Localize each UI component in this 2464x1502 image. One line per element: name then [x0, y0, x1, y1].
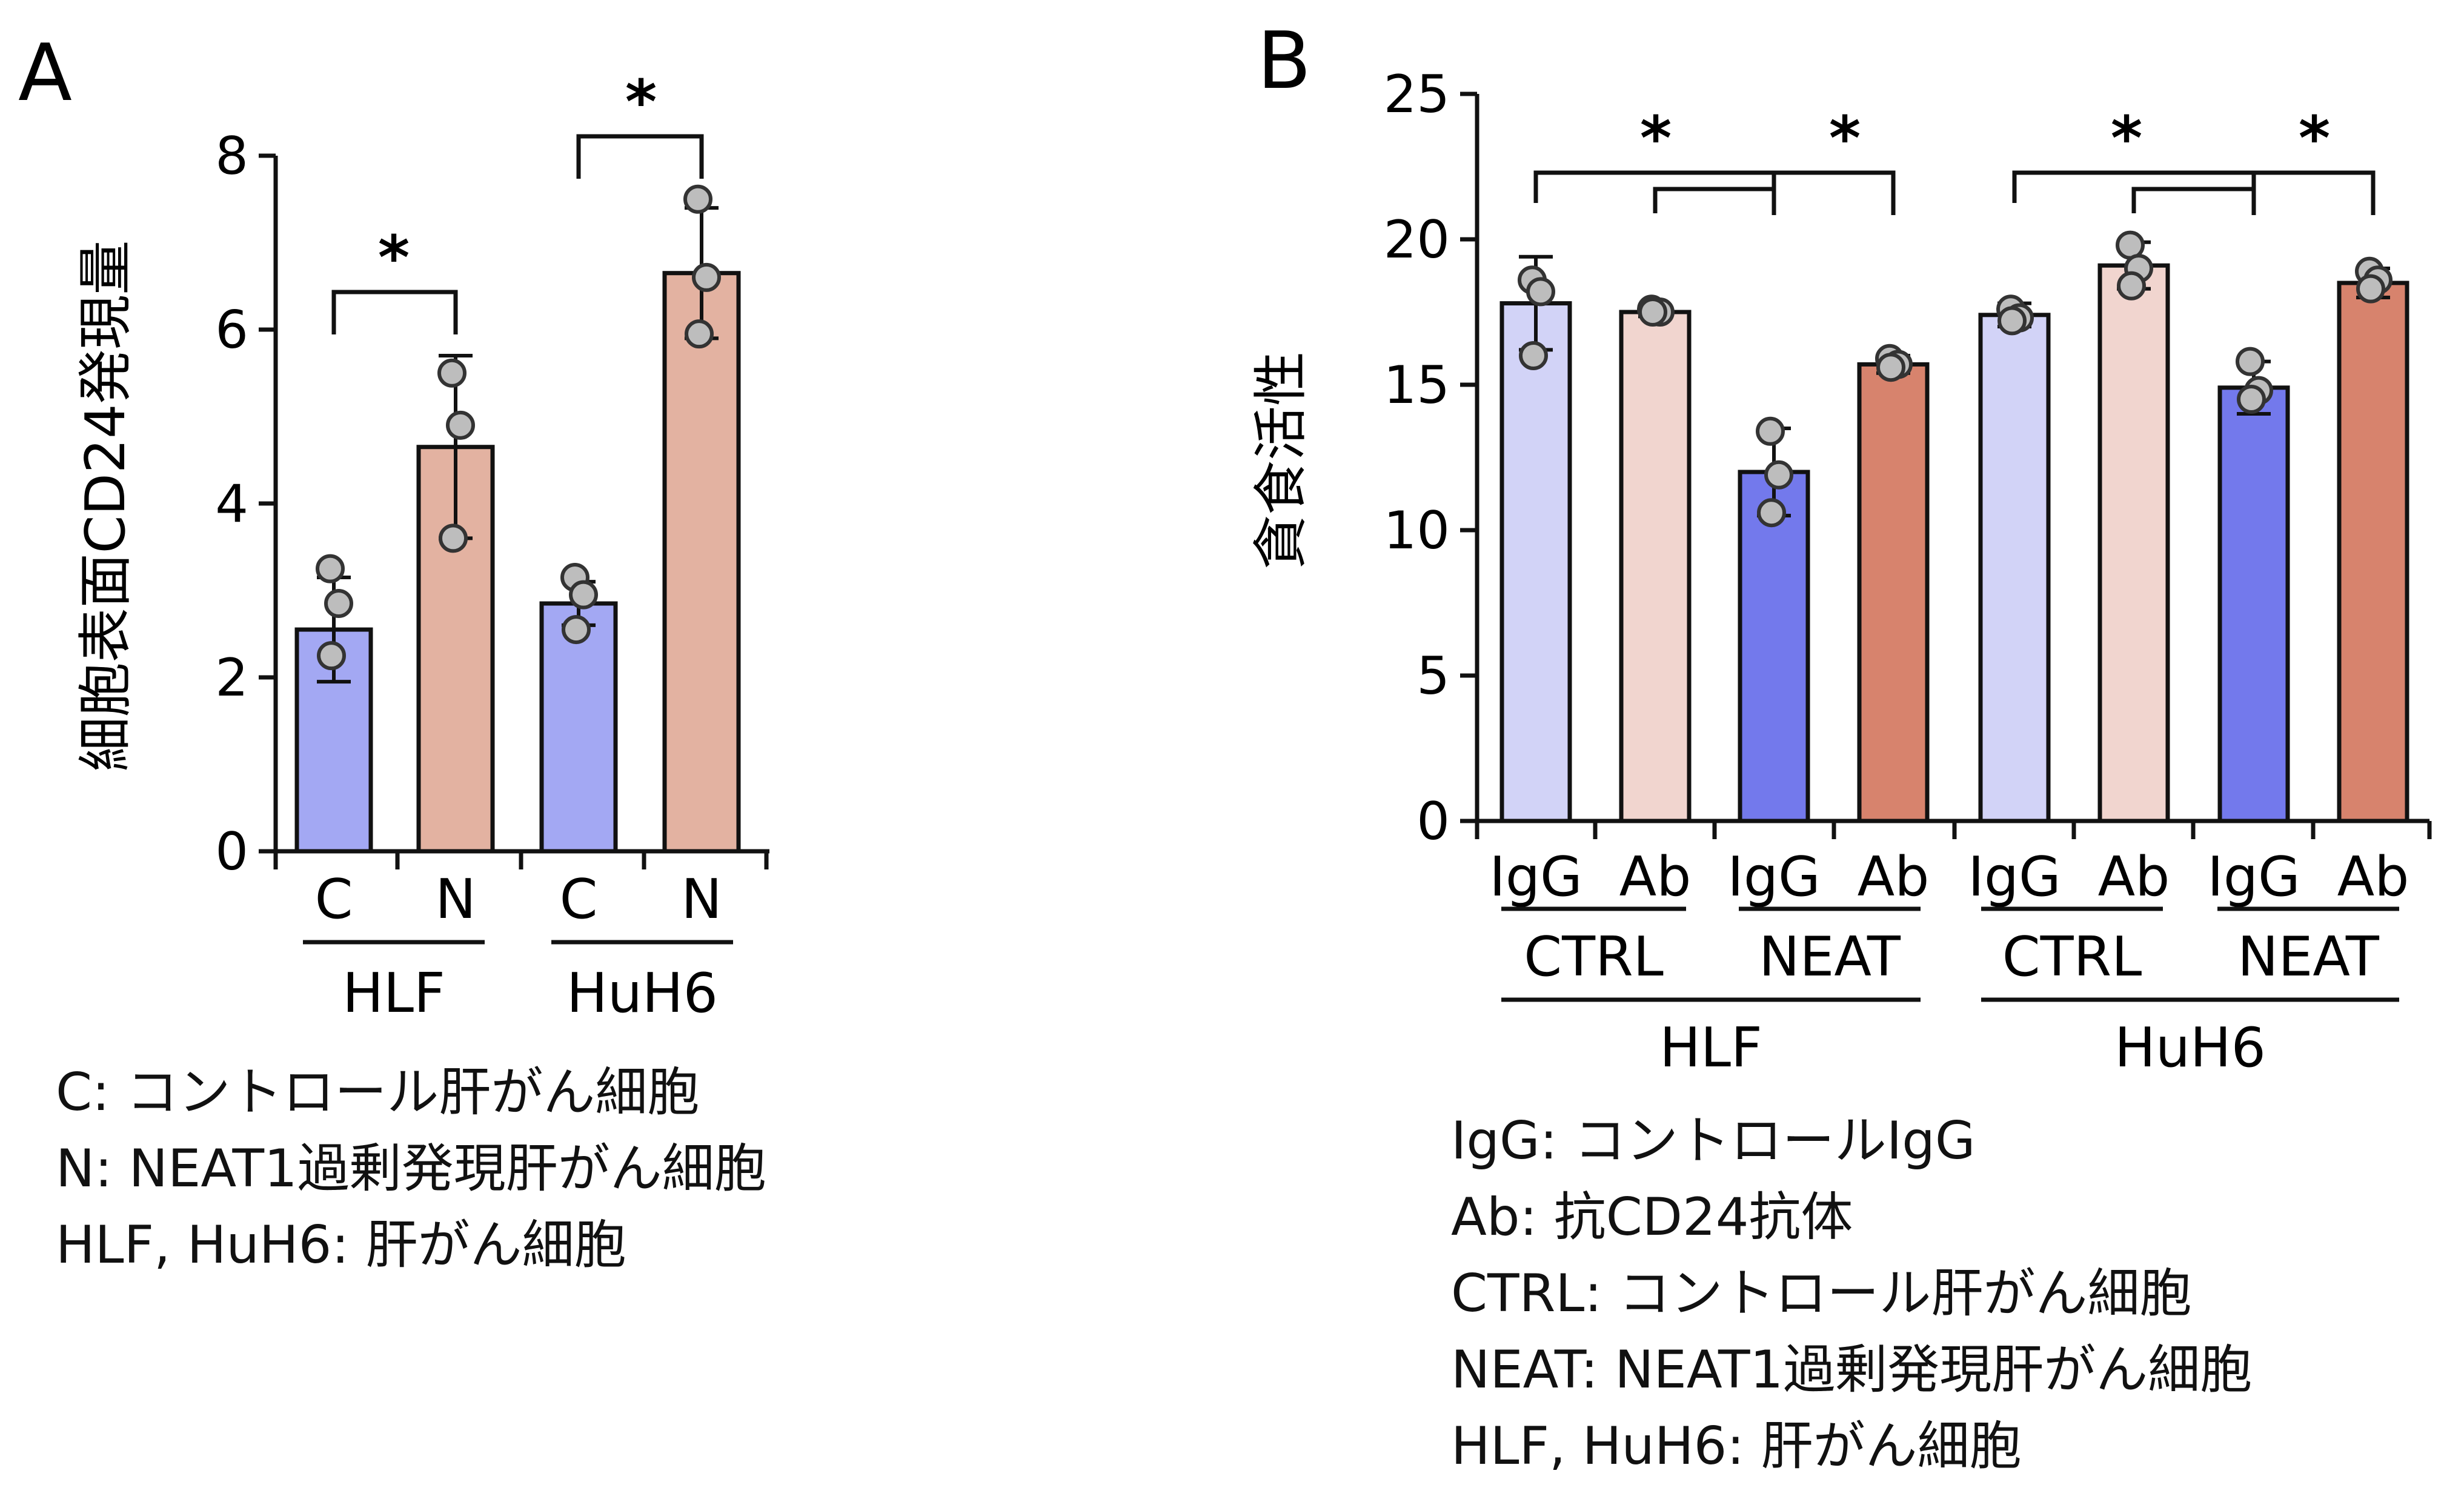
x-tick-label: IgG [1489, 845, 1582, 909]
bar [2337, 281, 2409, 823]
significance-star: * [2299, 103, 2330, 174]
significance-star: * [625, 67, 657, 138]
significance-bracket [2131, 187, 2256, 215]
data-point [2356, 274, 2385, 304]
group-label: CTRL [1524, 925, 1664, 989]
data-point [316, 554, 345, 583]
significance-bracket [331, 290, 458, 334]
significance-bracket [576, 134, 704, 179]
data-point [685, 319, 714, 349]
legend-a: C: コントロール肝がん細胞 N: NEAT1過剰発現肝がん細胞 HLF, Hu… [56, 1054, 766, 1283]
x-tick-label: C [560, 868, 598, 931]
significance-bracket [1772, 170, 1896, 215]
chart-b: 0 5 10 15 20 25 貪食活性 IgG Ab IgG Ab IgG Ab IgG Ab CTRL NE… [1249, 64, 2432, 1080]
data-point [1876, 353, 1905, 382]
significance-star: * [378, 222, 410, 293]
legend-b-line: Ab: 抗CD24抗体 [1451, 1187, 1853, 1248]
y-tick-label: 2 [215, 648, 248, 708]
data-point [1638, 297, 1667, 327]
x-tick-label: IgG [2207, 845, 2300, 909]
y-tick-label: 15 [1384, 355, 1450, 416]
data-point [324, 589, 353, 619]
significance-star: * [2111, 103, 2142, 174]
data-point [683, 184, 712, 214]
significance-bracket [1653, 187, 1776, 215]
bar [539, 601, 618, 854]
y-tick-label: 0 [215, 822, 248, 882]
x-tick-label: Ab [1858, 845, 1930, 909]
bar [1857, 362, 1930, 823]
y-tick-label: 10 [1384, 500, 1450, 561]
data-point [1757, 498, 1786, 528]
y-tick-label: 6 [215, 300, 248, 361]
y-tick-label: 8 [215, 126, 248, 187]
x-tick-label: N [435, 868, 476, 931]
x-tick-label: N [681, 868, 722, 931]
data-point [1756, 416, 1785, 446]
data-point [1519, 341, 1548, 370]
group-label: HLF [1659, 1016, 1762, 1080]
data-point [569, 580, 598, 610]
y-tick-label: 4 [215, 474, 248, 534]
x-tick-label: IgG [1727, 845, 1820, 909]
legend-b-line: CTRL: コントロール肝がん細胞 [1451, 1263, 2192, 1324]
y-tick-label: 0 [1416, 791, 1450, 852]
y-axis-title: 貪食活性 [1249, 351, 1313, 570]
legend-a-line: N: NEAT1過剰発現肝がん細胞 [56, 1138, 766, 1199]
x-tick-label: Ab [2098, 845, 2170, 909]
group-label: HuH6 [566, 962, 718, 1025]
data-point [2237, 385, 2266, 414]
y-tick-label: 25 [1384, 64, 1450, 125]
bar [1619, 310, 1692, 823]
panel-a-letter: A [18, 27, 72, 119]
panel-b-letter: B [1257, 15, 1311, 107]
legend-a-line: C: コントロール肝がん細胞 [56, 1062, 700, 1123]
data-point [2236, 347, 2265, 376]
bar [2097, 263, 2170, 823]
x-tick-label: Ab [2337, 845, 2409, 909]
data-point [2117, 271, 2146, 301]
legend-b: IgG: コントロールIgG Ab: 抗CD24抗体 CTRL: コントロール肝… [1451, 1103, 2252, 1484]
data-point [1526, 277, 1555, 307]
significance-bracket [2251, 170, 2376, 215]
legend-b-line: NEAT: NEAT1過剰発現肝がん細胞 [1451, 1340, 2253, 1400]
significance-star: * [1640, 103, 1672, 174]
legend-b-line: HLF, HuH6: 肝がん細胞 [1451, 1416, 2022, 1477]
group-label: NEAT [1759, 925, 1901, 989]
data-point [317, 641, 346, 671]
bar [662, 271, 741, 854]
group-label: HLF [342, 962, 445, 1025]
y-tick-label: 20 [1384, 210, 1450, 270]
chart-a: 0 2 4 6 8 細胞表面CD24発現量 C N C N HLF HuH6 * * [74, 67, 769, 1025]
significance-star: * [1829, 103, 1861, 174]
data-point [439, 523, 468, 553]
x-tick-label: C [315, 868, 353, 931]
group-label: CTRL [2002, 925, 2142, 989]
data-point [446, 410, 475, 440]
group-label: NEAT [2237, 925, 2380, 989]
data-point [692, 262, 721, 292]
x-tick-label: IgG [1968, 845, 2061, 909]
bar [1738, 470, 1810, 823]
data-point [1764, 460, 1793, 490]
x-tick-label: Ab [1619, 845, 1692, 909]
data-point [437, 358, 467, 388]
group-label: HuH6 [2114, 1016, 2266, 1080]
y-tick-label: 5 [1416, 646, 1450, 706]
bar [1978, 313, 2051, 823]
legend-b-line: IgG: コントロールIgG [1451, 1111, 1976, 1171]
bar [1499, 301, 1572, 823]
legend-a-line: HLF, HuH6: 肝がん細胞 [56, 1215, 626, 1275]
data-point [562, 615, 591, 645]
y-axis-title: 細胞表面CD24発現量 [74, 241, 138, 772]
data-point [1997, 306, 2027, 336]
bar [2217, 385, 2290, 823]
